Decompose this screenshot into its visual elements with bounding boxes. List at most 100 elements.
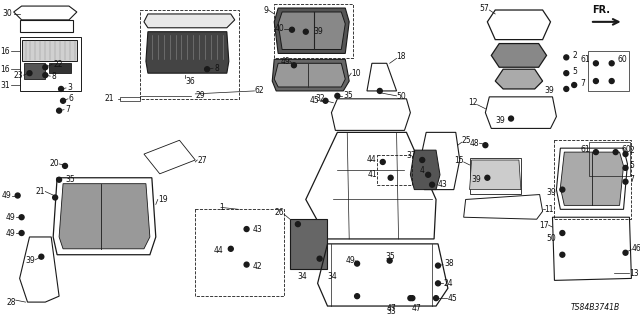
Text: 31: 31 (0, 81, 10, 90)
Circle shape (205, 67, 209, 72)
Text: 39: 39 (314, 27, 323, 36)
Text: 50: 50 (397, 92, 406, 101)
Circle shape (408, 296, 413, 300)
Circle shape (56, 108, 61, 113)
Text: 22: 22 (53, 60, 63, 69)
Circle shape (560, 230, 565, 236)
Text: 39: 39 (547, 188, 556, 197)
Circle shape (560, 187, 565, 192)
Circle shape (593, 150, 598, 155)
Text: 5: 5 (572, 67, 577, 76)
Text: 48: 48 (470, 139, 479, 148)
Text: 34: 34 (328, 272, 337, 281)
Circle shape (623, 179, 628, 184)
Circle shape (380, 159, 385, 164)
Text: 2: 2 (572, 51, 577, 60)
Circle shape (43, 65, 48, 70)
Text: 49: 49 (6, 213, 15, 222)
Text: 25: 25 (461, 136, 471, 145)
Circle shape (436, 281, 440, 286)
Text: 13: 13 (630, 269, 639, 278)
Circle shape (613, 150, 618, 155)
Circle shape (228, 246, 233, 251)
Text: 23: 23 (14, 71, 24, 80)
Text: 39: 39 (545, 86, 554, 95)
Text: 18: 18 (397, 52, 406, 61)
Text: 24: 24 (444, 279, 454, 288)
Circle shape (323, 98, 328, 103)
Circle shape (61, 98, 65, 103)
Text: 35: 35 (386, 252, 396, 261)
Text: 29: 29 (195, 92, 205, 100)
Bar (588, 52, 630, 91)
Text: 49: 49 (6, 228, 15, 237)
Circle shape (560, 252, 565, 257)
Bar (274, 4, 353, 58)
Circle shape (296, 222, 300, 227)
Bar (20, 37, 81, 91)
Text: 20: 20 (49, 159, 59, 168)
Circle shape (59, 86, 63, 92)
Text: 41: 41 (367, 170, 377, 179)
Bar (377, 155, 412, 185)
Polygon shape (495, 69, 543, 89)
Text: 43: 43 (438, 180, 448, 189)
Text: 43: 43 (253, 225, 262, 234)
Circle shape (433, 296, 438, 300)
Bar (554, 140, 632, 219)
Polygon shape (146, 32, 229, 73)
Polygon shape (492, 44, 547, 67)
Text: 2: 2 (630, 146, 634, 155)
Text: TS84B3741B: TS84B3741B (570, 303, 620, 312)
Circle shape (388, 175, 393, 180)
Text: 60: 60 (618, 55, 627, 64)
Circle shape (355, 261, 360, 266)
Text: 45: 45 (448, 294, 458, 303)
Text: 5: 5 (630, 161, 634, 171)
Text: 39: 39 (26, 256, 35, 265)
Polygon shape (49, 63, 71, 73)
Text: 37: 37 (406, 151, 416, 160)
Circle shape (291, 63, 296, 68)
Text: 49: 49 (280, 57, 290, 66)
Bar (470, 158, 521, 194)
Circle shape (593, 79, 598, 84)
Text: 32: 32 (316, 94, 326, 103)
Circle shape (609, 61, 614, 66)
Text: 47: 47 (387, 303, 397, 313)
Circle shape (244, 262, 249, 267)
Polygon shape (274, 63, 345, 87)
Circle shape (63, 164, 67, 168)
Circle shape (56, 177, 61, 182)
Circle shape (509, 116, 513, 121)
Polygon shape (144, 14, 235, 28)
Circle shape (303, 29, 308, 34)
Text: 57: 57 (479, 4, 490, 12)
Text: 35: 35 (343, 92, 353, 100)
Text: 16: 16 (0, 47, 10, 56)
Polygon shape (274, 8, 349, 53)
Text: 1: 1 (219, 203, 224, 212)
Text: 45: 45 (310, 96, 319, 105)
Polygon shape (410, 150, 440, 190)
Circle shape (355, 294, 360, 299)
Polygon shape (290, 219, 328, 268)
Text: 39: 39 (495, 116, 505, 125)
Text: 7: 7 (580, 78, 585, 88)
Text: 36: 36 (186, 76, 195, 85)
Text: 21: 21 (105, 94, 115, 103)
Circle shape (289, 27, 294, 32)
Text: 42: 42 (253, 262, 262, 271)
Text: 39: 39 (472, 175, 481, 184)
Polygon shape (59, 184, 150, 249)
Circle shape (623, 250, 628, 255)
Text: 38: 38 (444, 259, 454, 268)
Polygon shape (24, 63, 45, 79)
Text: 34: 34 (297, 272, 307, 281)
Circle shape (410, 296, 415, 300)
Polygon shape (278, 12, 345, 50)
Circle shape (623, 152, 628, 156)
Text: 4: 4 (419, 166, 424, 175)
Polygon shape (470, 160, 521, 190)
Circle shape (27, 71, 32, 76)
